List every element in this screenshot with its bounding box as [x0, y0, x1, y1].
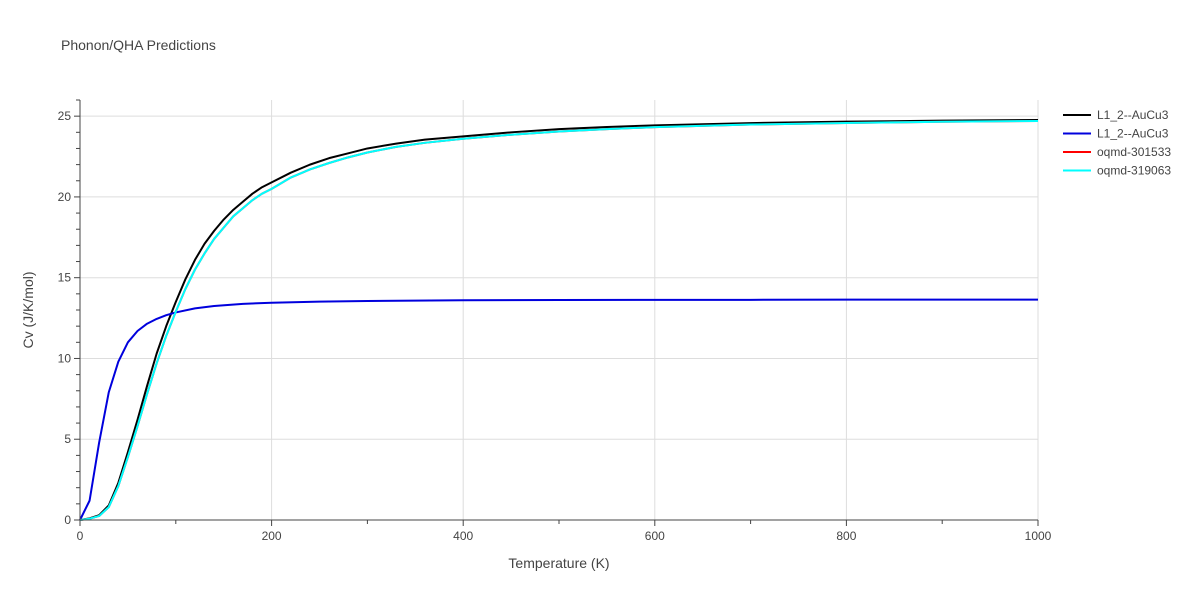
x-tick-label: 0 [77, 529, 84, 543]
x-tick-label: 800 [836, 529, 856, 543]
y-tick-label: 15 [58, 271, 72, 285]
x-tick-label: 1000 [1025, 529, 1052, 543]
series-line-4 [79, 120, 1039, 521]
y-tick-label: 10 [58, 351, 72, 365]
y-tick-label: 0 [64, 513, 71, 527]
axes: 0 200 400 600 800 1000 0 5 10 15 20 25 [58, 99, 1052, 543]
chart-title: Phonon/QHA Predictions [61, 37, 216, 53]
x-tick-label: 200 [262, 529, 282, 543]
legend-label: L1_2--AuCu3 [1097, 127, 1169, 141]
y-tick-label: 5 [64, 432, 71, 446]
x-tick-label: 600 [645, 529, 665, 543]
legend: L1_2--AuCu3 L1_2--AuCu3 oqmd-301533 oqmd-31… [1063, 108, 1171, 178]
y-tick-label: 25 [58, 109, 72, 123]
series-line-2 [79, 298, 1038, 521]
grid [80, 100, 1039, 520]
series-layer [79, 119, 1039, 521]
legend-label: L1_2--AuCu3 [1097, 108, 1169, 122]
legend-label: oqmd-301533 [1097, 145, 1171, 159]
y-axis-title: Cv (J/K/mol) [20, 272, 36, 349]
y-tick-label: 20 [58, 190, 72, 204]
legend-label: oqmd-319063 [1097, 164, 1171, 178]
series-line-1 [79, 119, 1039, 521]
x-tick-label: 400 [453, 529, 473, 543]
x-axis-title: Temperature (K) [508, 555, 609, 571]
